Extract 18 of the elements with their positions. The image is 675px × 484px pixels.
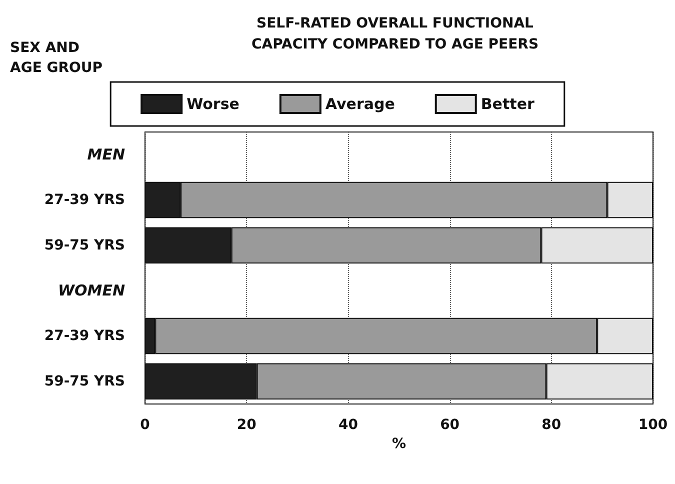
legend-label: Average: [325, 95, 395, 113]
y-axis-title: SEX AND AGE GROUP: [10, 40, 103, 76]
x-tick-label: 0: [140, 417, 150, 433]
y-tick-label: 59-75 YRS: [44, 237, 125, 254]
legend-label: Better: [480, 95, 535, 113]
y-tick-label: 27-39 YRS: [44, 328, 125, 344]
y-tick-label: WOMEN: [58, 282, 126, 300]
y-tick-label: 27-39 YRS: [44, 192, 125, 208]
x-tick-label: 40: [338, 417, 358, 433]
x-tick-label: 60: [440, 417, 460, 433]
y-tick-label: MEN: [87, 146, 126, 164]
x-tick-label: 100: [638, 417, 668, 433]
x-tick-label: 80: [542, 417, 562, 433]
y-tick-label: 59-75 YRS: [44, 373, 125, 390]
chart-title: SELF-RATED OVERALL FUNCTIONAL CAPACITY COMPARED TO AGE PEERS: [251, 16, 539, 52]
x-axis-title: %: [392, 436, 406, 452]
x-tick-label: 20: [236, 417, 257, 433]
legend-label: Worse: [186, 95, 240, 113]
